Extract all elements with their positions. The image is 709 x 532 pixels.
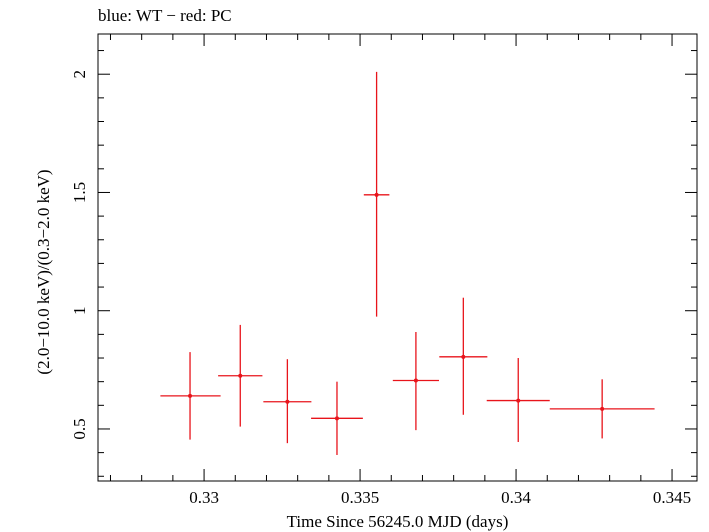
y-tick-label: 1.5 <box>70 182 89 203</box>
data-point <box>363 71 390 317</box>
x-tick-label: 0.33 <box>189 488 219 507</box>
plot-frame <box>97 33 698 482</box>
axis-ticks <box>98 34 697 481</box>
x-axis-label: Time Since 56245.0 MJD (days) <box>287 512 509 531</box>
data-point <box>160 352 221 440</box>
data-marker <box>285 399 290 404</box>
y-tick-label: 1 <box>70 306 89 315</box>
y-tick-label: 0.5 <box>70 418 89 439</box>
data-point <box>549 379 655 439</box>
chart-title: blue: WT − red: PC <box>98 6 232 25</box>
data-point <box>263 359 312 444</box>
data-point <box>311 381 363 455</box>
data-marker <box>334 416 339 421</box>
y-tick-label: 2 <box>70 70 89 79</box>
data-marker <box>600 406 605 411</box>
data-marker <box>188 393 193 398</box>
x-tick-label: 0.34 <box>501 488 531 507</box>
data-marker <box>413 378 418 383</box>
axis-tick-labels: 0.33 0.335 0.34 0.345 0.5 1 1.5 2 <box>70 70 691 507</box>
data-point <box>439 297 488 415</box>
x-tick-label: 0.345 <box>653 488 691 507</box>
data-marker <box>461 354 466 359</box>
data-marker <box>516 398 521 403</box>
y-axis-label: (2.0−10.0 keV)/(0.3−2.0 keV) <box>34 169 53 374</box>
data-marker <box>238 373 243 378</box>
data-point <box>218 324 263 427</box>
data-point <box>392 332 439 431</box>
x-tick-label: 0.335 <box>341 488 379 507</box>
data-marker <box>374 192 379 197</box>
data-point <box>486 358 550 442</box>
data-points <box>160 71 655 455</box>
